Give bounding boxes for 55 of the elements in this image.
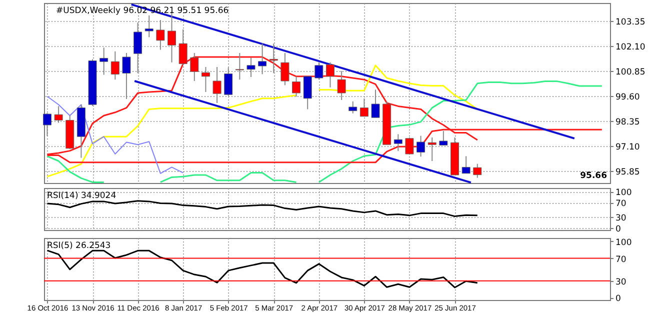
- candlestick: [348, 100, 358, 114]
- y-tick-label: 100: [616, 238, 632, 248]
- candlestick: [428, 136, 436, 162]
- line-series: [46, 96, 184, 174]
- y-tick-label: 0: [616, 294, 621, 304]
- y-tick-label: 70: [616, 254, 626, 265]
- candlestick: [360, 98, 368, 117]
- y-tick-label: 30: [616, 214, 626, 224]
- candlestick: [326, 62, 334, 88]
- candlestick: [280, 52, 290, 86]
- candlestick: [405, 136, 414, 156]
- candlestick: [100, 47, 108, 76]
- y-tick-label: 95.85: [616, 168, 640, 178]
- y-tick-label: 100: [616, 188, 632, 198]
- candlestick: [144, 14, 154, 38]
- chart-title: RSI(5) 26.2543: [47, 241, 111, 251]
- candlestick: [168, 12, 176, 63]
- candlestick: [134, 22, 142, 74]
- candlestick: [42, 112, 52, 136]
- candlestick: [314, 62, 324, 80]
- candlestick: [54, 106, 63, 124]
- candlestick: [224, 67, 233, 96]
- y-tick-label: 97.10: [616, 142, 640, 152]
- y-tick-label: 102.10: [616, 42, 646, 52]
- candlestick: [212, 66, 222, 104]
- candlestick: [292, 76, 301, 98]
- candlestick: [394, 134, 402, 152]
- y-tick-label: 100.85: [616, 68, 646, 78]
- candlestick: [246, 57, 256, 78]
- annotation: 95.66: [580, 171, 608, 181]
- line-series: [46, 200, 478, 218]
- candlestick: [462, 156, 470, 174]
- candlestick: [156, 20, 165, 50]
- candlestick: [303, 76, 312, 110]
- candlestick: [371, 89, 380, 118]
- candlestick: [473, 163, 482, 178]
- y-tick-label: 103.35: [616, 18, 646, 28]
- y-tick-label: 99.60: [616, 92, 640, 102]
- candlestick: [190, 52, 199, 82]
- candlestick: [235, 52, 244, 80]
- chart-title: RSI(14) 34.9024: [47, 191, 116, 201]
- y-tick-label: 70: [616, 199, 626, 210]
- candlestick: [178, 28, 188, 66]
- y-tick-label: 0: [616, 224, 621, 235]
- candlestick: [439, 130, 448, 146]
- candlestick: [337, 70, 346, 100]
- candlestick: [110, 50, 120, 80]
- candlestick: [122, 52, 131, 100]
- line-series: [46, 250, 478, 288]
- candlestick: [258, 43, 267, 75]
- chart-title: #USDX,Weekly 96.02 96.21 95.51 95.66: [56, 6, 229, 16]
- y-tick-label: 98.35: [616, 118, 640, 128]
- candlestick: [201, 66, 210, 92]
- candlestick: [416, 135, 426, 158]
- y-tick-label: 30: [616, 277, 626, 288]
